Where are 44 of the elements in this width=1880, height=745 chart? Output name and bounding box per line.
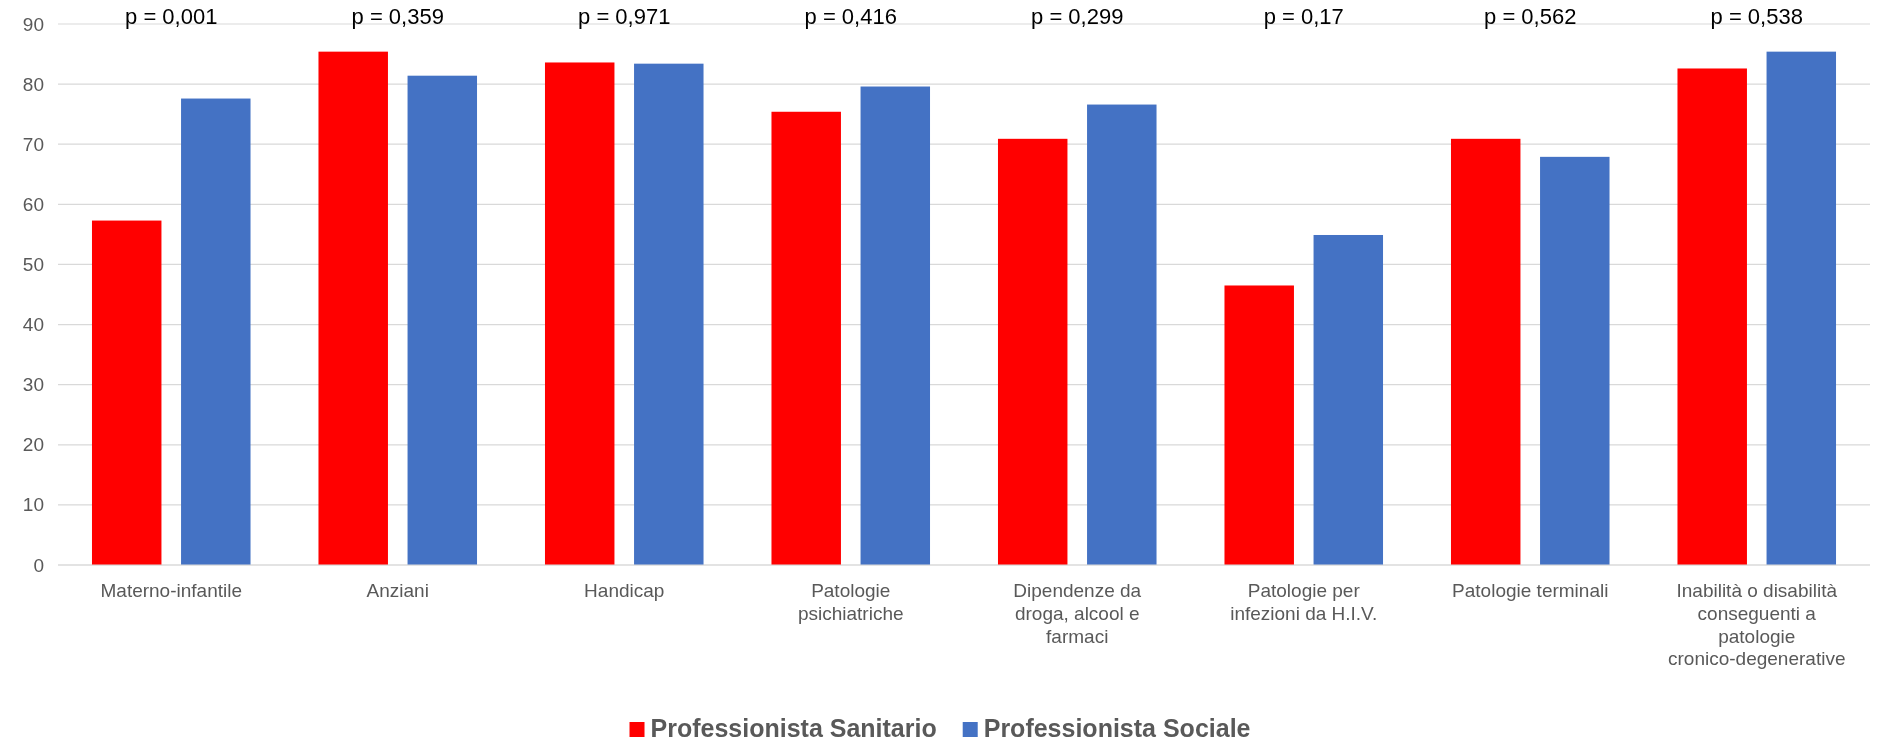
bar <box>1766 51 1837 565</box>
x-tick-label: Dipendenze da droga, alcool e farmaci <box>1013 580 1142 647</box>
y-tick-label: 20 <box>22 434 44 456</box>
annotation: p = 0,17 <box>1263 4 1344 29</box>
y-tick-label: 50 <box>22 254 44 276</box>
bar <box>1087 104 1157 565</box>
y-tick-label: 60 <box>22 193 44 215</box>
bar <box>1313 234 1384 565</box>
bar <box>860 86 931 565</box>
bar <box>1540 156 1610 565</box>
legend-label: Professionista Sanitario <box>650 714 937 742</box>
x-tick-label: Patologie psichiatriche <box>797 580 904 624</box>
annotation: p = 0,971 <box>578 4 671 29</box>
bar <box>407 75 478 565</box>
x-tick-label: Patologie per infezioni da H.I.V. <box>1230 580 1378 624</box>
annotation: p = 0,538 <box>1710 4 1803 29</box>
y-tick-label: 30 <box>22 374 44 396</box>
bar <box>634 63 704 565</box>
annotation: p = 0,299 <box>1031 4 1124 29</box>
y-tick-label: 10 <box>22 494 44 516</box>
annotation: p = 0,416 <box>804 4 897 29</box>
y-tick-label: 80 <box>22 73 44 95</box>
x-tick-label: Inabilità o disabilità conseguenti a patologie cronico-degenerative <box>1668 580 1846 670</box>
bar <box>91 220 162 565</box>
x-tick-label: Patologie terminali <box>1452 580 1609 601</box>
legend-label: Professionista Sociale <box>983 714 1251 742</box>
bar <box>997 138 1068 565</box>
annotation: p = 0,562 <box>1484 4 1577 29</box>
annotation: p = 0,359 <box>351 4 444 29</box>
x-tick-label: Anziani <box>366 580 429 601</box>
bar <box>318 51 388 565</box>
y-tick-label: 40 <box>22 314 44 336</box>
bar <box>181 98 251 565</box>
y-tick-label: 90 <box>22 13 44 35</box>
y-tick-label: 0 <box>33 554 44 576</box>
y-tick-label: 70 <box>22 133 44 155</box>
bar <box>544 62 615 565</box>
x-tick-label: Handicap <box>584 580 665 601</box>
bar <box>771 111 841 565</box>
annotation: p = 0,001 <box>125 4 218 29</box>
x-tick-label: Materno-infantile <box>100 580 243 601</box>
bar <box>1224 285 1294 565</box>
bar <box>1450 138 1521 565</box>
bar <box>1677 68 1747 565</box>
